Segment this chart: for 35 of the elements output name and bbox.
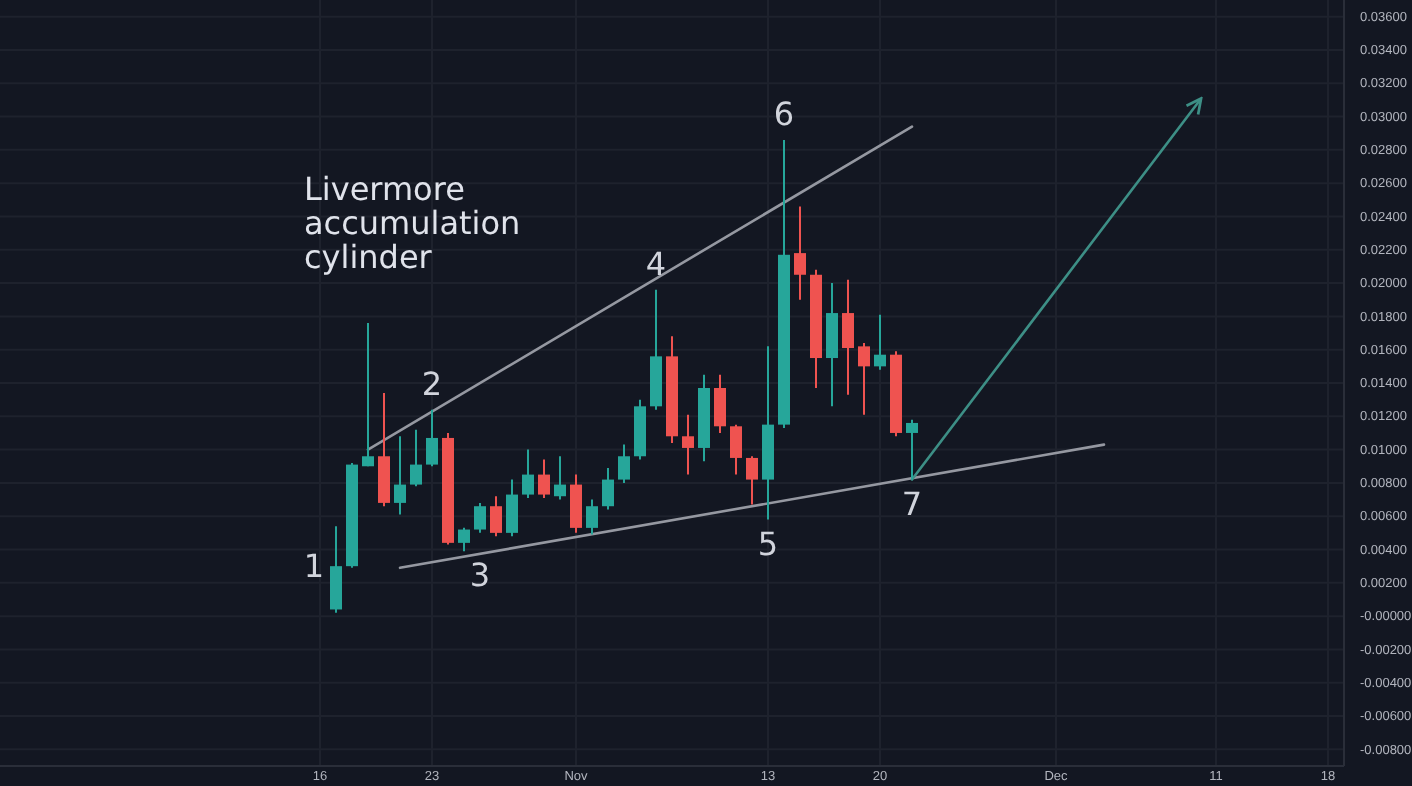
annotation: 2 [421,364,443,403]
annotation: 1 [303,547,325,586]
candlestick [538,458,550,499]
candlestick [874,313,886,371]
text: Livermore accumulation cylinder [304,170,521,276]
candlestick [330,525,342,614]
candlestick [586,498,598,536]
candlestick [474,501,486,534]
candlestick [826,282,838,408]
candlestick [794,205,806,301]
candlestick [714,373,726,434]
candlestick [378,391,390,508]
candlestick [506,478,518,538]
candlestick [682,413,694,476]
candlestick [906,418,918,481]
candlestick [842,278,854,396]
candlestick [410,428,422,488]
candlestick [746,455,758,506]
annotation: 3 [469,556,491,595]
candlestick [362,322,374,468]
annotation: 7 [901,484,923,523]
candlestick [618,443,630,484]
candlestick [522,448,534,499]
candlestick [554,455,566,501]
annotation: 6 [773,95,795,134]
candlestick [426,408,438,468]
annotation: 5 [757,524,779,563]
candlestick [458,526,470,553]
candlestick [570,473,582,534]
candlestick [490,495,502,538]
candlestick [730,423,742,476]
candlestick [858,342,870,416]
annotation: 4 [645,244,667,283]
candlestick [394,435,406,516]
candlestick [602,466,614,511]
